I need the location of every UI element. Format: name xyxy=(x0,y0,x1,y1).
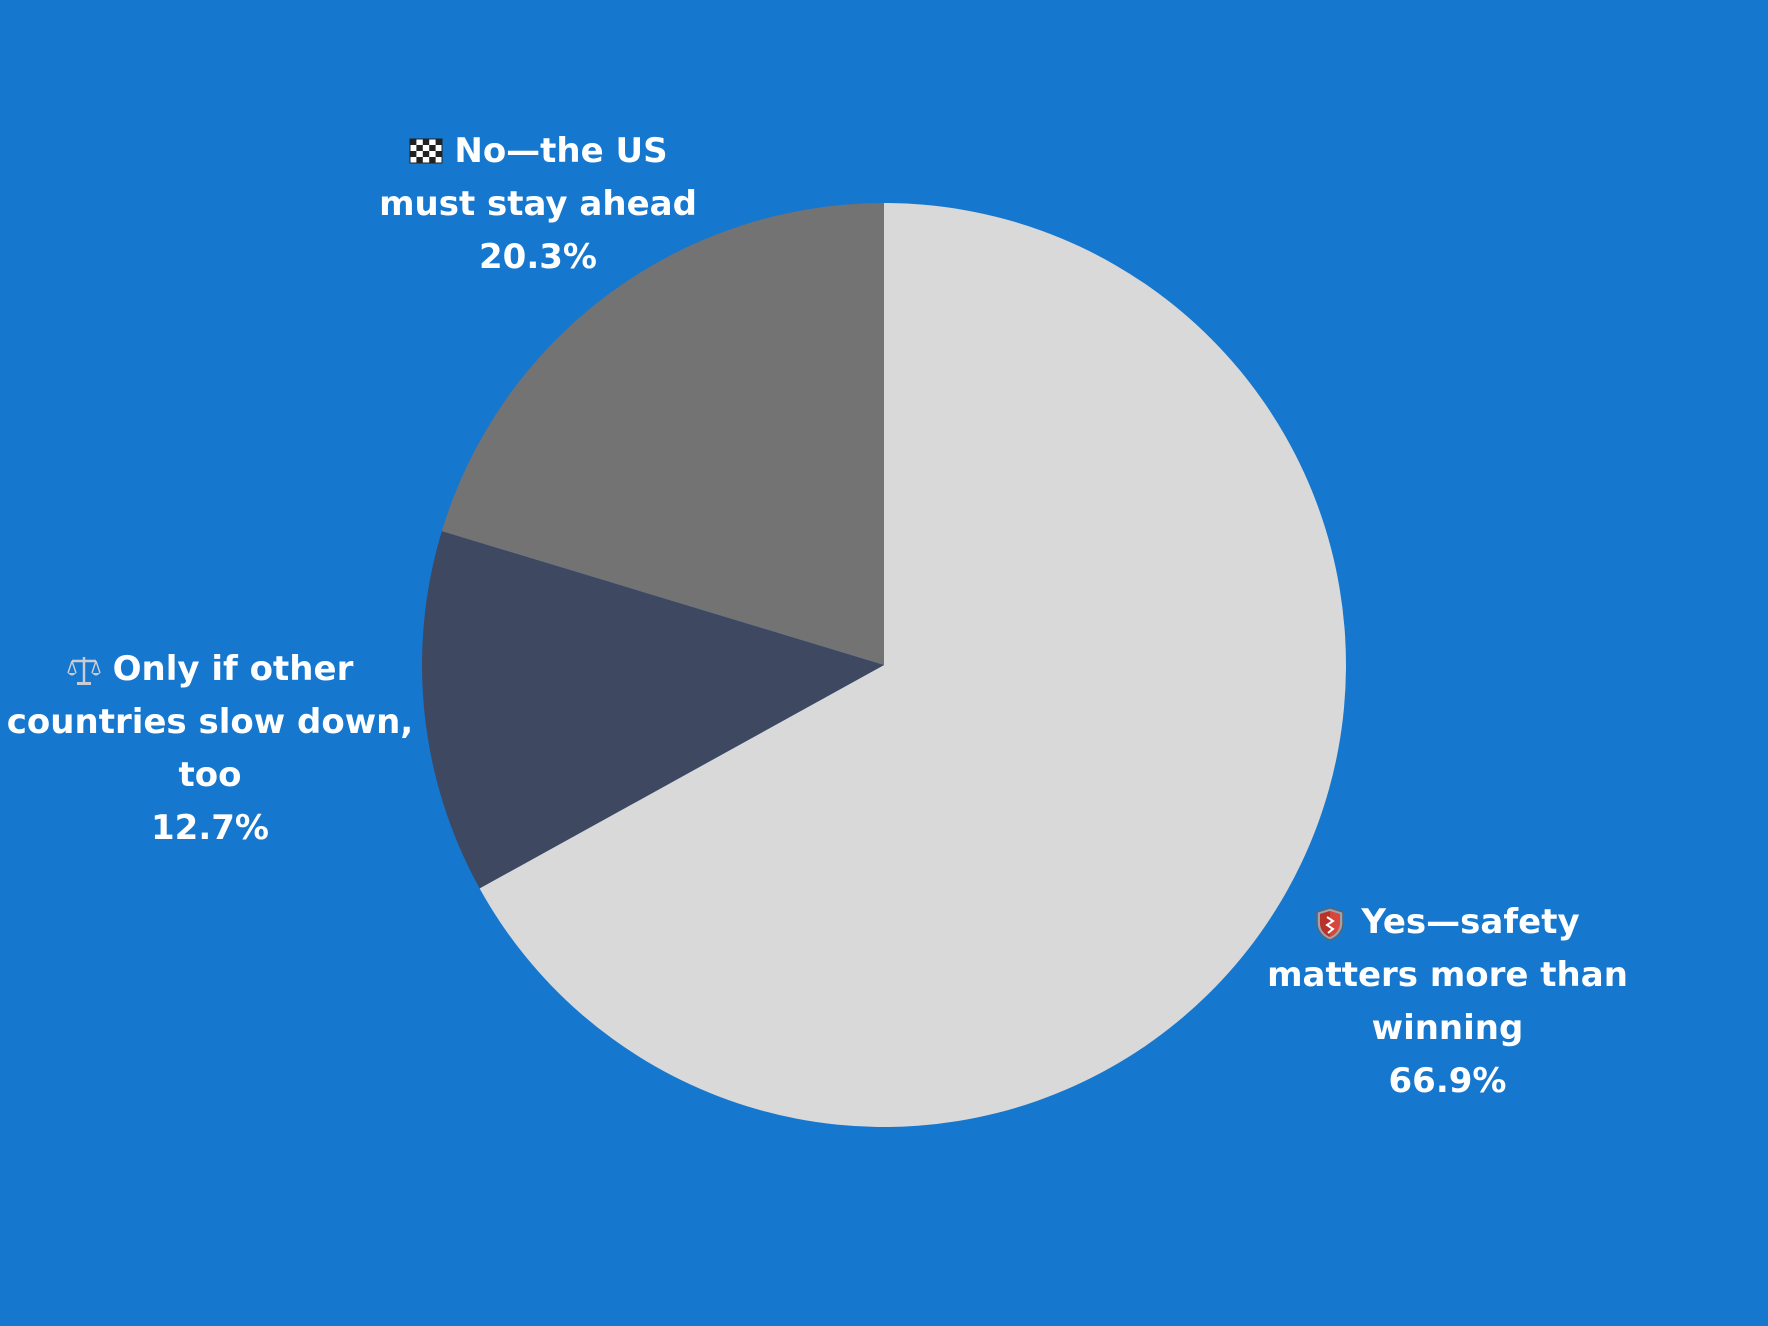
pie-slice-conditional xyxy=(422,531,884,889)
slice-label-safety-text: Yes—safety matters more than winning xyxy=(1267,902,1628,1048)
slice-label-conditional: Only if other countries slow down, too 1… xyxy=(0,643,420,855)
slice-label-conditional-text: Only if other countries slow down, too xyxy=(6,649,414,795)
pie-slices xyxy=(422,203,1347,1127)
pie-slice-safety xyxy=(479,203,1347,1127)
checkered-flag-icon xyxy=(408,136,444,166)
slice-label-safety: Yes—safety matters more than winning 66.… xyxy=(1250,896,1645,1108)
balance-scale-icon xyxy=(66,654,103,685)
slice-label-stay-ahead-text: No—the US must stay ahead xyxy=(379,131,697,224)
pie-slice-stay-ahead xyxy=(441,203,884,665)
slice-label-stay-ahead: No—the US must stay ahead 20.3% xyxy=(370,125,706,284)
shield-icon xyxy=(1315,907,1351,941)
slice-value-safety: 66.9% xyxy=(1388,1061,1507,1101)
slice-value-conditional: 12.7% xyxy=(151,808,269,848)
slice-value-stay-ahead: 20.3% xyxy=(479,237,597,277)
